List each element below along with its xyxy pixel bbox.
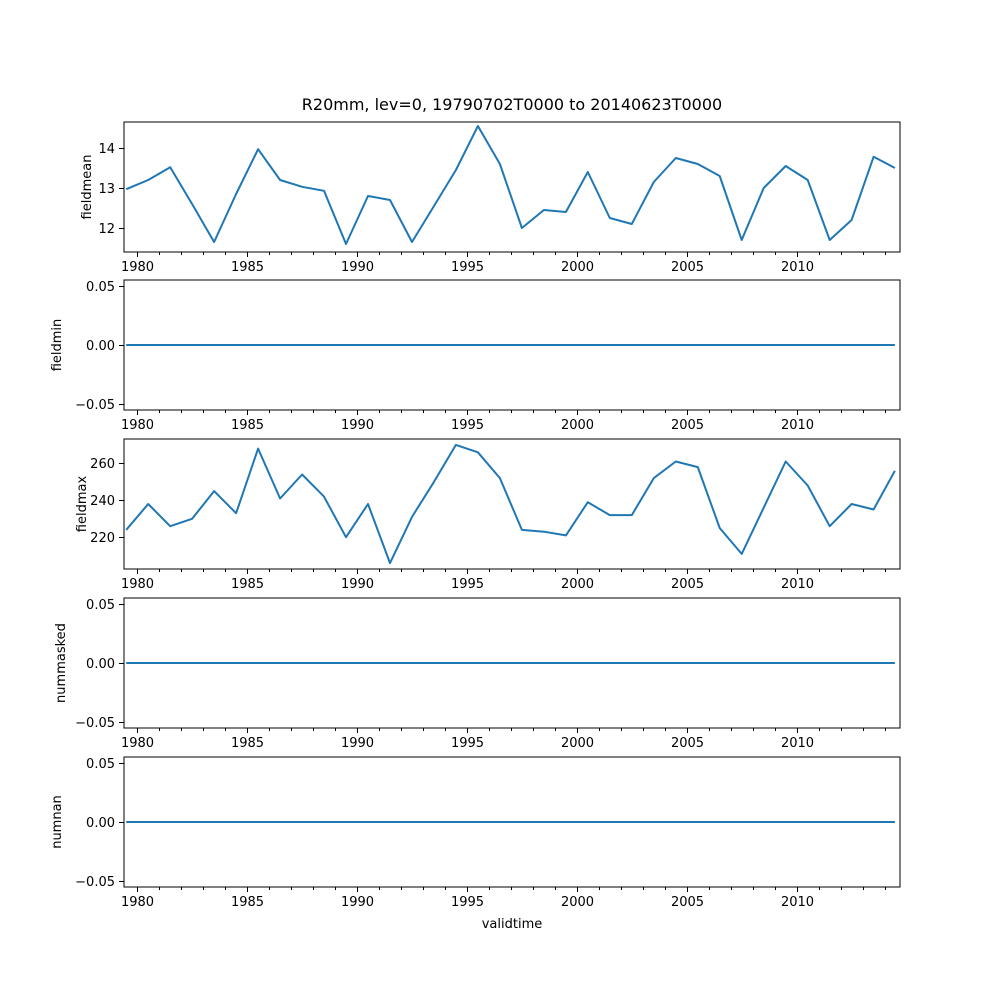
x-tick-label: 1985 <box>231 736 264 751</box>
y-axis-ticks: 12 13 14 <box>98 142 124 237</box>
y-tick-label: 14 <box>98 142 115 157</box>
x-tick-label: 2010 <box>781 736 814 751</box>
y-axis-label-numnan: numnan <box>50 795 65 849</box>
y-tick-label: 0.00 <box>86 339 115 354</box>
x-tick-label: 2005 <box>671 260 704 275</box>
x-tick-label: 2010 <box>781 260 814 275</box>
x-tick-label: 2005 <box>671 418 704 433</box>
y-tick-label: −0.05 <box>75 875 115 890</box>
x-tick-label: 1985 <box>231 895 264 910</box>
x-tick-label: 1980 <box>121 260 154 275</box>
x-tick-label: 1990 <box>341 418 374 433</box>
y-tick-label: −0.05 <box>75 716 115 731</box>
x-tick-label: 1980 <box>121 895 154 910</box>
x-tick-label: 2010 <box>781 895 814 910</box>
x-tick-label: 1985 <box>231 260 264 275</box>
y-tick-label: 0.00 <box>86 657 115 672</box>
x-axis-ticks: 1980 1985 1990 1995 2000 2005 2010 <box>121 252 886 275</box>
x-tick-label: 2000 <box>561 736 594 751</box>
x-tick-label: 1980 <box>121 418 154 433</box>
x-tick-label: 1995 <box>451 418 484 433</box>
y-axis-label-fieldmean: fieldmean <box>80 154 95 220</box>
x-tick-label: 1985 <box>231 418 264 433</box>
x-tick-label: 2000 <box>561 577 594 592</box>
x-tick-label: 2000 <box>561 418 594 433</box>
x-tick-label: 1980 <box>121 736 154 751</box>
x-tick-label: 2005 <box>671 736 704 751</box>
plot-frame <box>123 438 901 570</box>
y-tick-label: 0.05 <box>86 280 115 295</box>
subplot-numnan: −0.05 0.00 0.05 1980 1985 1990 1995 2000 2005 201… <box>75 756 901 910</box>
y-tick-label: 13 <box>98 182 115 197</box>
subplot-nummasked: −0.05 0.00 0.05 1980 1985 1990 1995 2000 2005 201… <box>75 597 901 751</box>
y-tick-label: 0.05 <box>86 757 115 772</box>
x-tick-label: 2000 <box>561 895 594 910</box>
x-tick-label: 1990 <box>341 895 374 910</box>
fieldmean-line <box>125 125 896 245</box>
x-tick-label: 1980 <box>121 577 154 592</box>
x-tick-label: 2010 <box>781 577 814 592</box>
x-axis-ticks: 1980 1985 1990 1995 2000 2005 2010 <box>121 887 886 910</box>
y-axis-ticks: −0.05 0.00 0.05 <box>75 757 124 890</box>
x-tick-label: 1995 <box>451 577 484 592</box>
x-tick-label: 1990 <box>341 260 374 275</box>
x-axis-ticks: 1980 1985 1990 1995 2000 2005 2010 <box>121 569 886 592</box>
y-tick-label: 240 <box>90 494 115 509</box>
y-tick-label: 220 <box>90 531 115 546</box>
y-tick-label: 0.05 <box>86 598 115 613</box>
x-tick-label: 1995 <box>451 895 484 910</box>
subplot-fieldmean: 12 13 14 1980 1985 1990 1995 2000 2005 2010 <box>98 121 901 275</box>
y-tick-label: 12 <box>98 222 115 237</box>
y-tick-label: 0.00 <box>86 816 115 831</box>
x-tick-label: 1990 <box>341 736 374 751</box>
x-axis-ticks: 1980 1985 1990 1995 2000 2005 2010 <box>121 410 886 433</box>
y-axis-ticks: −0.05 0.00 0.05 <box>75 280 124 413</box>
x-tick-label: 1995 <box>451 736 484 751</box>
fieldmax-line <box>125 443 896 565</box>
subplot-fieldmin: −0.05 0.00 0.05 1980 1985 1990 1995 2000 2005 201… <box>75 279 901 433</box>
subplot-fieldmax: 220 240 260 1980 1985 1990 1995 2000 2005 2010 <box>90 438 901 592</box>
x-tick-label: 1995 <box>451 260 484 275</box>
y-axis-ticks: 220 240 260 <box>90 457 124 546</box>
x-tick-label: 2005 <box>671 577 704 592</box>
y-axis-label-nummasked: nummasked <box>54 623 69 703</box>
x-tick-label: 2000 <box>561 260 594 275</box>
y-axis-ticks: −0.05 0.00 0.05 <box>75 598 124 731</box>
x-tick-label: 2010 <box>781 418 814 433</box>
y-tick-label: −0.05 <box>75 398 115 413</box>
y-axis-label-fieldmax: fieldmax <box>75 475 90 533</box>
figure-title: R20mm, lev=0, 19790702T0000 to 20140623T… <box>301 95 723 114</box>
x-axis-label: validtime <box>481 917 543 932</box>
x-tick-label: 2005 <box>671 895 704 910</box>
x-tick-label: 1985 <box>231 577 264 592</box>
y-axis-label-fieldmin: fieldmin <box>50 318 65 372</box>
x-tick-label: 1990 <box>341 577 374 592</box>
x-axis-ticks: 1980 1985 1990 1995 2000 2005 2010 <box>121 728 886 751</box>
y-tick-label: 260 <box>90 457 115 472</box>
